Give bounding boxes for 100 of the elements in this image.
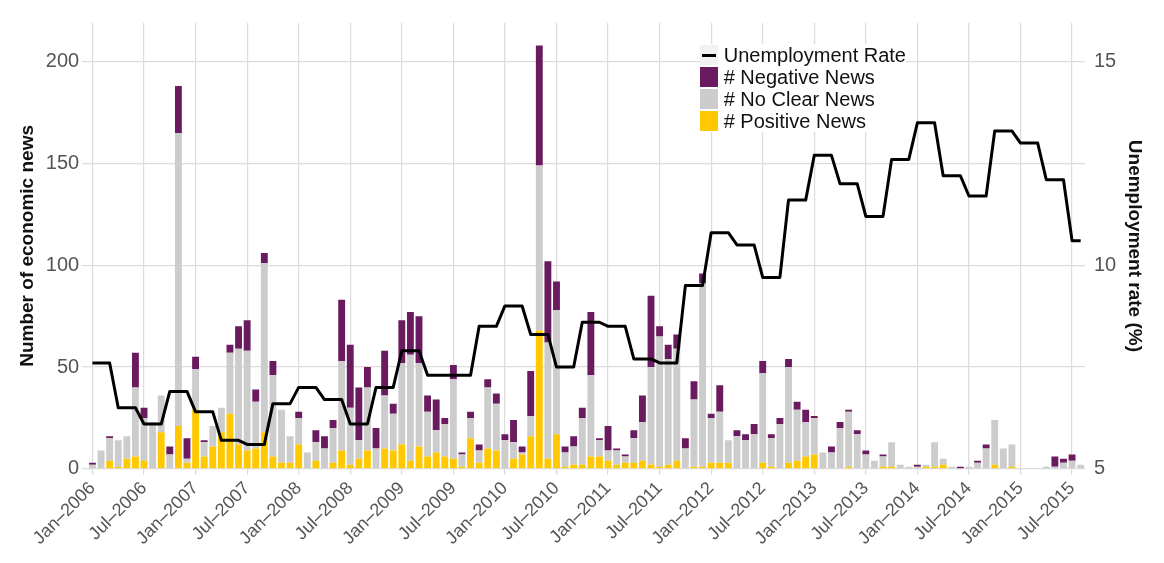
- bar: [166, 454, 174, 469]
- bar: [724, 462, 732, 469]
- bar: [192, 369, 200, 410]
- bar: [381, 350, 389, 396]
- bar: [596, 440, 603, 457]
- bar: [192, 356, 200, 370]
- bar: [312, 460, 320, 469]
- bar: [278, 409, 285, 463]
- bar: [785, 367, 792, 463]
- bar: [656, 326, 664, 337]
- bar: [510, 458, 517, 469]
- legend-label: # Positive News: [723, 110, 866, 132]
- bar: [467, 438, 474, 469]
- bar: [939, 458, 947, 465]
- bar: [845, 409, 853, 412]
- y-axis-title: Number of economic news: [15, 125, 37, 367]
- bar: [810, 454, 818, 469]
- bar: [870, 460, 878, 469]
- bar: [553, 310, 560, 435]
- bar: [785, 462, 792, 469]
- bar: [467, 411, 474, 418]
- bar: [329, 419, 337, 429]
- bar: [699, 283, 706, 467]
- legend-label: # Negative News: [723, 66, 875, 88]
- bar: [613, 448, 621, 451]
- bar: [785, 358, 792, 368]
- bar: [389, 403, 397, 414]
- bar: [321, 448, 328, 469]
- bar: [681, 438, 689, 449]
- bar: [638, 421, 646, 461]
- bar: [131, 387, 139, 457]
- bar: [131, 352, 139, 388]
- bar: [587, 312, 595, 376]
- bar: [638, 460, 646, 469]
- bar: [724, 440, 732, 463]
- bar: [174, 426, 182, 469]
- bar: [776, 417, 784, 425]
- bar: [974, 460, 981, 463]
- bar: [89, 462, 96, 465]
- bar: [183, 438, 191, 459]
- bar: [235, 348, 242, 445]
- bar: [553, 281, 560, 311]
- bar: [449, 379, 457, 459]
- bar: [518, 446, 526, 453]
- bar: [235, 326, 242, 349]
- bar: [217, 407, 225, 433]
- bar: [278, 462, 285, 469]
- y-tick-label: 50: [56, 354, 80, 377]
- y2-tick-label: 15: [1093, 49, 1117, 72]
- bar: [406, 460, 414, 469]
- bar: [570, 436, 578, 447]
- bar: [484, 387, 492, 449]
- y2-axis-title: Unemployment rate (%): [1125, 139, 1147, 353]
- bar: [406, 312, 414, 355]
- bar: [338, 299, 346, 361]
- bar: [510, 419, 517, 443]
- bar: [501, 434, 509, 441]
- bar: [527, 415, 535, 437]
- bar: [149, 421, 157, 469]
- bar: [295, 411, 303, 418]
- bar: [321, 436, 328, 449]
- bar: [578, 407, 586, 418]
- bar: [235, 444, 242, 469]
- bar: [544, 261, 552, 343]
- bar: [174, 132, 182, 427]
- bar: [381, 448, 389, 469]
- bar: [200, 440, 208, 443]
- bar: [931, 442, 939, 467]
- bar: [853, 430, 861, 435]
- bar: [750, 424, 758, 435]
- bar: [484, 379, 492, 388]
- bar: [888, 442, 896, 467]
- bar: [364, 367, 371, 388]
- legend-label: Unemployment Rate: [723, 44, 906, 66]
- bar: [406, 354, 414, 461]
- bar: [828, 452, 835, 469]
- bar: [716, 385, 724, 412]
- y-tick-label: 150: [45, 150, 80, 173]
- bar: [106, 438, 114, 461]
- bar: [767, 434, 775, 439]
- bar: [106, 460, 114, 469]
- bar: [604, 450, 612, 461]
- bar: [260, 253, 268, 264]
- bar: [707, 413, 715, 418]
- bar: [174, 86, 182, 133]
- bar: [424, 456, 432, 469]
- bar: [252, 389, 260, 402]
- bar: [596, 438, 603, 441]
- bar: [492, 450, 500, 469]
- bar: [802, 409, 810, 422]
- bar: [106, 436, 114, 439]
- bar: [630, 430, 638, 439]
- bar: [862, 450, 870, 455]
- bar: [131, 456, 139, 469]
- bar: [424, 411, 432, 457]
- bar: [1068, 454, 1076, 461]
- bar: [467, 417, 474, 439]
- bar: [475, 444, 483, 451]
- bar: [621, 454, 629, 457]
- bar: [656, 336, 664, 467]
